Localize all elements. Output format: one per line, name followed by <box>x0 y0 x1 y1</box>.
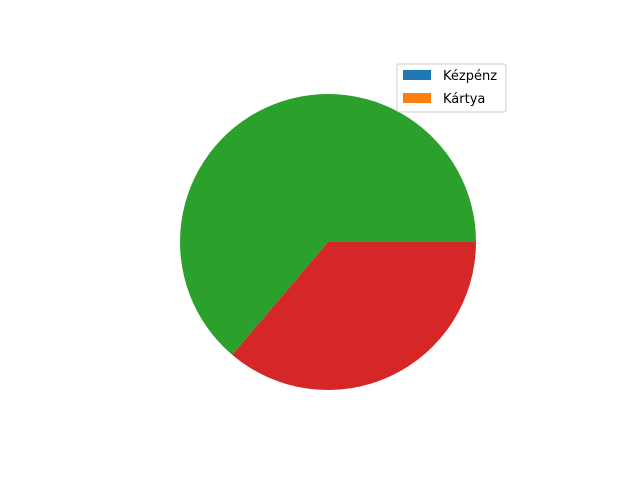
legend-label-kartya: Kártya <box>443 92 485 107</box>
legend-label-kezpenz: Kézpénz <box>443 69 497 84</box>
pie-slices <box>180 94 476 390</box>
legend: Kézpénz Kártya <box>396 63 507 113</box>
legend-swatch-kartya <box>403 93 431 103</box>
pie-slice-1 <box>232 242 476 390</box>
legend-swatch-kezpenz <box>403 70 431 80</box>
pie-slice-0 <box>180 94 476 355</box>
